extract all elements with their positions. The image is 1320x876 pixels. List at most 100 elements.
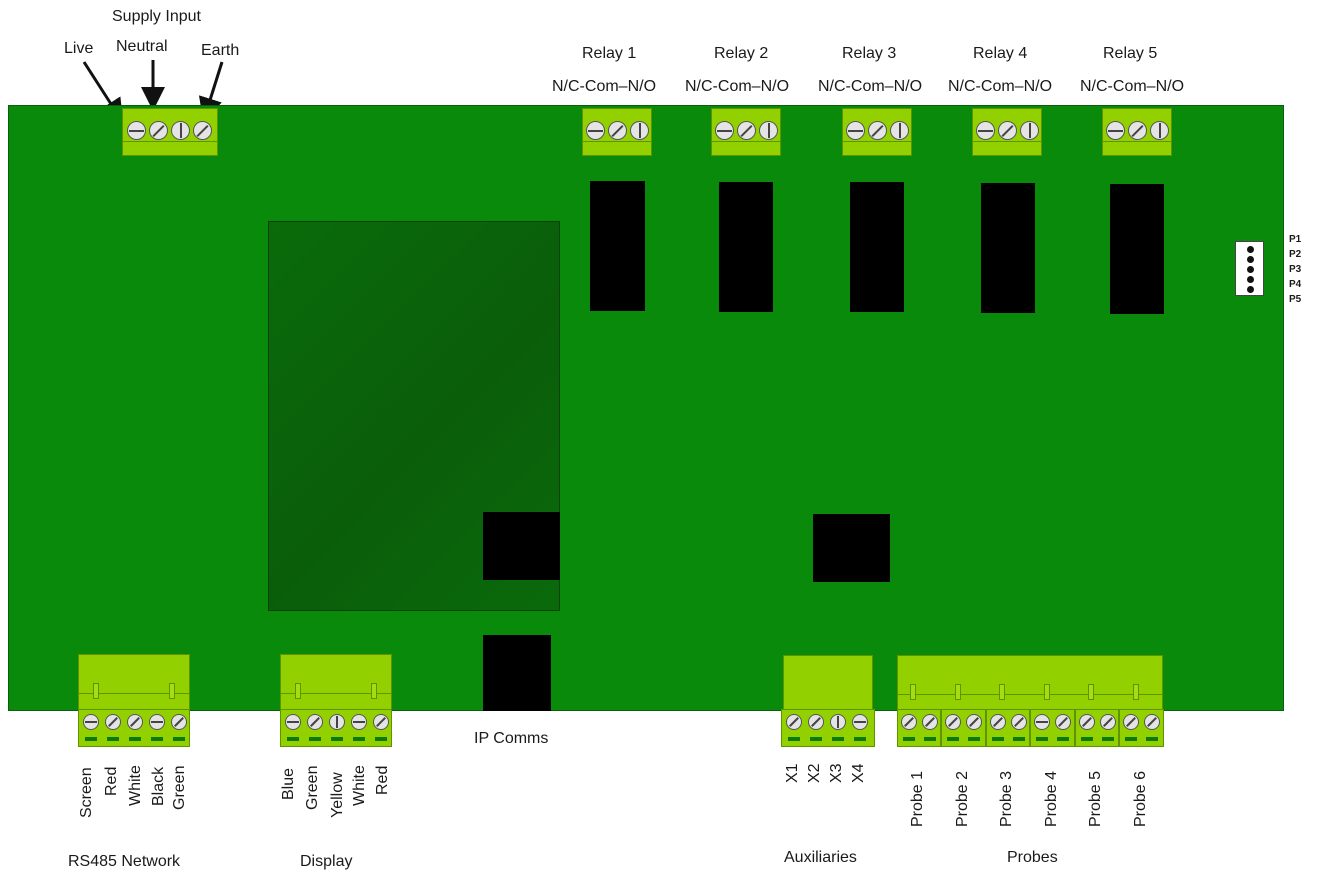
supply-screw-icon — [171, 121, 190, 140]
pin-dot-icon — [1247, 276, 1254, 283]
rs485-wire-label: White — [127, 765, 144, 806]
probe-latch — [1044, 684, 1050, 700]
auxiliaries-plug — [783, 655, 873, 710]
screw-icon — [105, 714, 121, 730]
ip-comms-port — [483, 635, 551, 711]
earth-screw-icon — [193, 121, 212, 140]
screw-icon — [608, 121, 627, 140]
screw-icon — [307, 714, 323, 730]
screw-icon — [1011, 714, 1027, 730]
relay-5-pins: N/C-Com–N/O — [1080, 78, 1185, 95]
screw-icon — [737, 121, 756, 140]
screw-icon — [630, 121, 649, 140]
display-latch — [295, 683, 301, 699]
screw-icon — [1123, 714, 1139, 730]
relay-2-pins: N/C-Com–N/O — [685, 78, 790, 95]
pin-label-p4: P4 — [1289, 279, 1302, 290]
screw-icon — [759, 121, 778, 140]
screw-icon — [786, 714, 802, 730]
probe-latch — [955, 684, 961, 700]
screw-icon — [1150, 121, 1169, 140]
pin-label-p1: P1 — [1289, 234, 1302, 245]
display-label: Display — [300, 853, 353, 870]
probe-5-terminal — [1075, 709, 1119, 747]
rs485-latch — [93, 683, 99, 699]
screw-icon — [868, 121, 887, 140]
probe-latch — [999, 684, 1005, 700]
screw-icon — [83, 714, 99, 730]
relay-1-component — [590, 181, 645, 311]
screw-icon — [890, 121, 909, 140]
relay-4-label: Relay 4 — [973, 45, 1028, 62]
screw-icon — [373, 714, 389, 730]
relay-2-component — [719, 182, 773, 312]
probes-plug — [897, 655, 1163, 710]
relay-2-label: Relay 2 — [714, 45, 769, 62]
rs485-wire-label: Screen — [78, 767, 95, 818]
live-label: Live — [64, 40, 94, 57]
relay-3-terminal-block — [842, 108, 912, 156]
relay-3-pins: N/C-Com–N/O — [818, 78, 923, 95]
screw-icon — [1079, 714, 1095, 730]
display-latch — [371, 683, 377, 699]
screw-icon — [990, 714, 1006, 730]
probe-label: Probe 4 — [1043, 770, 1060, 827]
probe-label: Probe 2 — [954, 770, 971, 827]
rs485-wire-label: Black — [150, 766, 167, 806]
relay-5-component — [1110, 184, 1164, 314]
screw-icon — [285, 714, 301, 730]
probe-latch — [910, 684, 916, 700]
screw-icon — [1055, 714, 1071, 730]
screw-icon — [966, 714, 982, 730]
board-chip — [813, 514, 890, 582]
probe-label: Probe 5 — [1087, 770, 1104, 827]
relay-4-terminal-block — [972, 108, 1042, 156]
module-chip — [483, 512, 560, 580]
relay-3-label: Relay 3 — [842, 45, 897, 62]
screw-icon — [1106, 121, 1125, 140]
pin-dot-icon — [1247, 246, 1254, 253]
pin-dot-icon — [1247, 256, 1254, 263]
pin-label-p5: P5 — [1289, 294, 1302, 305]
rs485-wire-label: Green — [171, 765, 188, 810]
screw-icon — [1128, 121, 1147, 140]
probe-latch — [1088, 684, 1094, 700]
display-terminal-block — [280, 709, 392, 747]
relay-4-component — [981, 183, 1035, 313]
circuit-board — [8, 105, 1284, 711]
screw-icon — [998, 121, 1017, 140]
neutral-screw-icon — [149, 121, 168, 140]
rs485-network-label: RS485 Network — [68, 853, 181, 870]
probe-2-terminal — [941, 709, 986, 747]
display-wire-label: Red — [374, 765, 391, 795]
relay-1-pins: N/C-Com–N/O — [552, 78, 657, 95]
probe-4-terminal — [1030, 709, 1075, 747]
probe-1-terminal — [897, 709, 941, 747]
pin-dot-icon — [1247, 286, 1254, 293]
screw-icon — [127, 714, 143, 730]
probe-6-terminal — [1119, 709, 1164, 747]
screw-icon — [171, 714, 187, 730]
probe-3-terminal — [986, 709, 1030, 747]
probe-label: Probe 6 — [1132, 770, 1149, 827]
live-screw-icon — [127, 121, 146, 140]
rs485-latch — [169, 683, 175, 699]
relay-5-label: Relay 5 — [1103, 45, 1158, 62]
relay-1-terminal-block — [582, 108, 652, 156]
display-wire-label: Yellow — [329, 772, 346, 818]
aux-terminal-label: X3 — [828, 763, 845, 783]
screw-icon — [1020, 121, 1039, 140]
screw-icon — [1034, 714, 1050, 730]
rs485-plug — [78, 654, 190, 710]
aux-terminal-label: X4 — [850, 763, 867, 783]
aux-terminal-label: X2 — [806, 763, 823, 783]
screw-icon — [586, 121, 605, 140]
relay-2-terminal-block — [711, 108, 781, 156]
pin-label-p3: P3 — [1289, 264, 1302, 275]
display-wire-label: Green — [304, 765, 321, 810]
screw-icon — [922, 714, 938, 730]
probe-label: Probe 3 — [998, 770, 1015, 827]
screw-icon — [976, 121, 995, 140]
screw-icon — [945, 714, 961, 730]
pin-dot-icon — [1247, 266, 1254, 273]
